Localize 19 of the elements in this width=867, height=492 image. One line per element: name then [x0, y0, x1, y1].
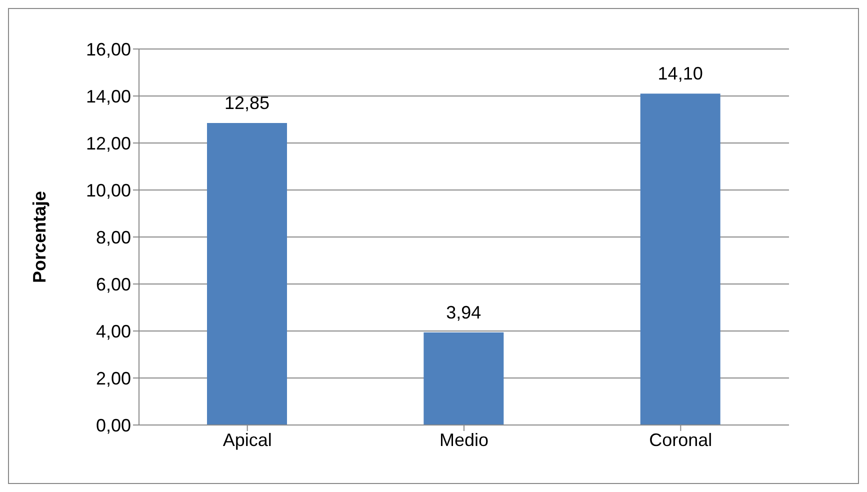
y-tick-label: 4,00	[96, 321, 131, 342]
y-axis-title: Porcentaje	[29, 190, 50, 284]
y-tick-label: 2,00	[96, 368, 131, 388]
x-tick-label: Apical	[222, 430, 272, 450]
x-tick-label: Medio	[439, 430, 489, 450]
y-tick-label: 14,00	[86, 86, 131, 106]
x-tick-label: Coronal	[649, 430, 712, 450]
y-tick-label: 8,00	[96, 227, 131, 248]
y-tick-label: 16,00	[86, 39, 131, 60]
y-tick-label: 12,00	[86, 133, 131, 154]
bar	[640, 94, 720, 425]
data-label: 12,85	[224, 93, 270, 114]
y-tick-label: 10,00	[86, 180, 131, 200]
data-label: 3,94	[446, 302, 482, 322]
bar	[207, 123, 287, 425]
y-tick-label: 6,00	[96, 274, 131, 294]
y-tick-label: 0,00	[96, 415, 131, 436]
bar	[424, 332, 504, 425]
data-label: 14,10	[658, 64, 703, 84]
